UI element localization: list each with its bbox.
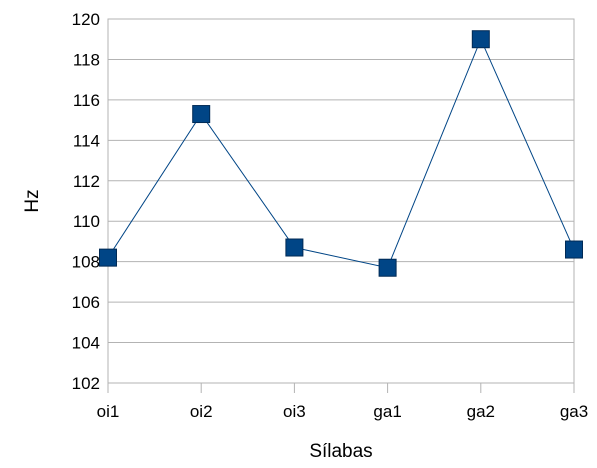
x-tick-label: ga2 [467, 402, 495, 421]
x-tick-label: oi2 [190, 402, 213, 421]
y-axis-tick-labels: 102 104 106 108 110 112 114 116 118 120 [72, 10, 100, 393]
y-tick-label: 116 [73, 91, 100, 110]
grid-lines [107, 18, 575, 393]
series-line [107, 37, 575, 269]
y-tick-label: 104 [72, 334, 100, 353]
data-point-marker [99, 248, 117, 267]
x-tick-label: oi1 [97, 402, 120, 421]
data-point-marker [192, 105, 211, 124]
data-point-marker [471, 30, 490, 49]
y-tick-label: 120 [72, 10, 100, 29]
x-axis-title: Sílabas [309, 441, 372, 462]
y-tick-label: 108 [72, 253, 100, 272]
x-tick-label: ga1 [373, 402, 401, 421]
data-point-marker [378, 258, 397, 277]
y-tick-label: 102 [72, 374, 100, 393]
data-point-marker [565, 240, 583, 259]
plot-area-frame [107, 18, 575, 384]
y-tick-label: 114 [73, 131, 100, 150]
data-point-marker [285, 238, 304, 257]
y-axis-title: Hz [22, 189, 43, 212]
y-tick-label: 118 [73, 50, 100, 69]
y-tick-label: 110 [73, 212, 100, 231]
y-tick-label: 106 [72, 293, 100, 312]
y-tick-label: 112 [73, 172, 100, 191]
x-tick-label: oi3 [283, 402, 306, 421]
series-markers [99, 30, 583, 277]
x-axis-tick-labels: oi1 oi2 oi3 ga1 ga2 ga3 [97, 402, 589, 421]
x-tick-label: ga3 [560, 402, 588, 421]
